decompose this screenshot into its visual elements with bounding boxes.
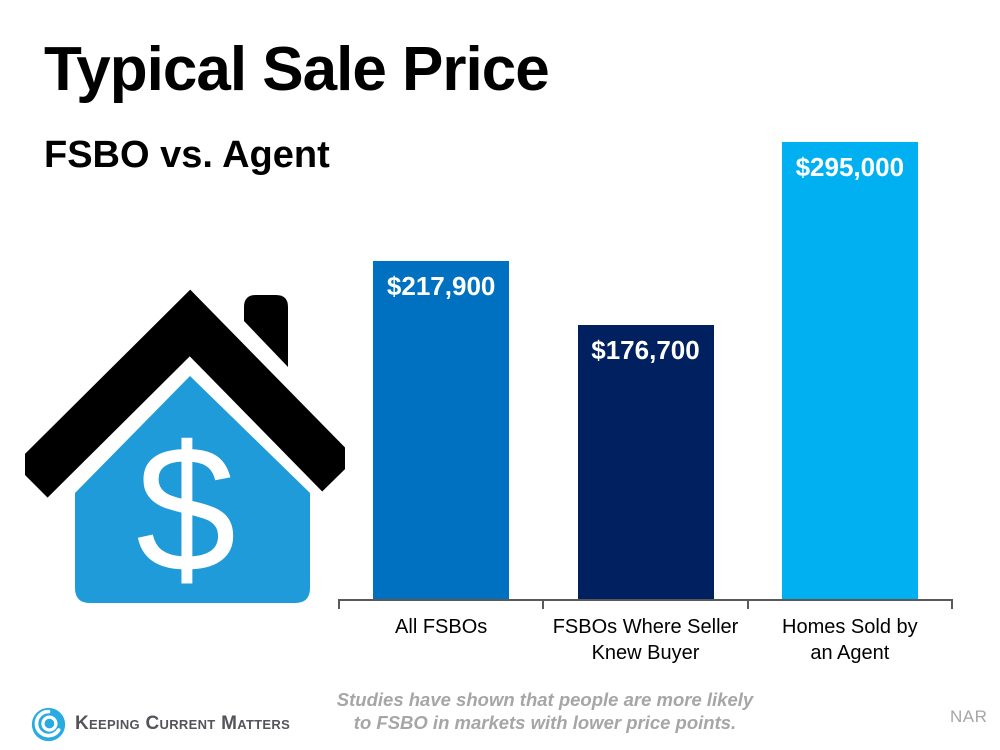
svg-text:$: $ xyxy=(136,409,236,603)
bar-value-label-2: $295,000 xyxy=(795,152,905,182)
footnote-line-2: to FSBO in markets with lower price poin… xyxy=(353,712,737,734)
category-label-1: FSBOs Where Seller Knew Buyer xyxy=(552,616,739,664)
logo-text: Keeping Current Matters xyxy=(75,713,291,734)
kcm-swirl-icon xyxy=(31,707,66,741)
category-label-2: Homes Sold by an Agent xyxy=(782,616,918,664)
page-title: Typical Sale Price xyxy=(44,35,550,104)
x-axis-line xyxy=(339,599,952,601)
bar-value-label-1: $176,700 xyxy=(591,335,700,365)
category-label-0: All FSBOs xyxy=(395,616,488,638)
page-subtitle: FSBO vs. Agent xyxy=(44,134,330,176)
footnote: Studies have shown that people are more … xyxy=(325,688,765,734)
house-dollar-icon: $ xyxy=(14,283,356,610)
footnote-line-1: Studies have shown that people are more … xyxy=(336,689,754,710)
axis-tick-2 xyxy=(746,599,749,609)
axis-tick-3 xyxy=(951,599,953,609)
axis-tick-1 xyxy=(542,599,545,609)
bar-2: $295,000 xyxy=(781,142,918,599)
source-label: NAR xyxy=(950,707,988,726)
axis-tick-0 xyxy=(338,599,340,609)
bar-0: $217,900 xyxy=(373,261,510,599)
logo: Keeping Current Matters xyxy=(30,704,290,744)
house-dollar-svg: $ xyxy=(14,289,356,610)
bar-value-label-0: $217,900 xyxy=(386,271,496,301)
bar-1: $176,700 xyxy=(577,325,714,599)
